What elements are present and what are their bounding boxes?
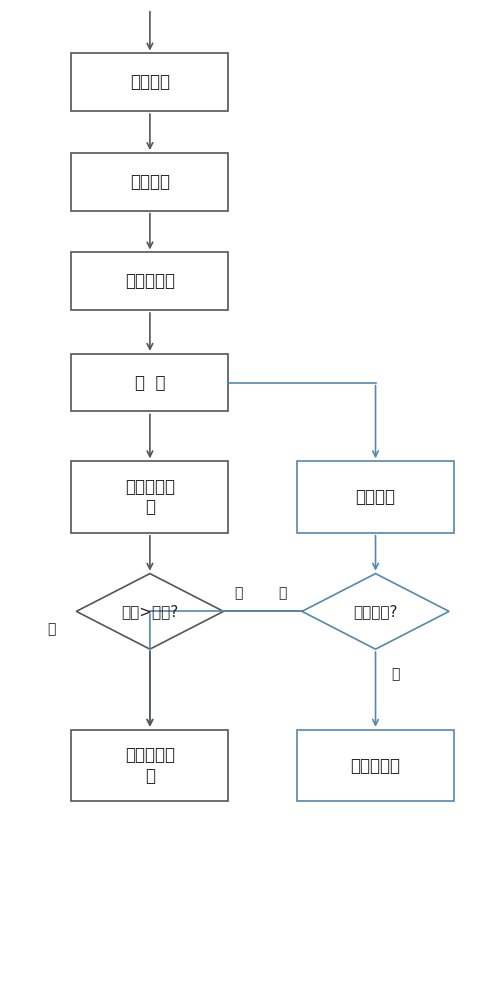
Bar (71, 461, 228, 533)
Text: 聚  类: 聚 类 (134, 374, 165, 392)
Text: 否: 否 (234, 586, 243, 600)
Text: 保存裂纹数
据: 保存裂纹数 据 (125, 746, 175, 785)
Text: 是: 是 (48, 622, 56, 636)
Bar (297, 730, 454, 801)
Polygon shape (302, 574, 449, 649)
Polygon shape (76, 574, 224, 649)
Text: 宽度>阈值?: 宽度>阈值? (122, 604, 179, 619)
Text: 人工干预: 人工干预 (356, 488, 395, 506)
Text: 梯度二值化: 梯度二值化 (125, 272, 175, 290)
Text: 否: 否 (391, 667, 399, 681)
Bar (71, 53, 228, 111)
Bar (297, 461, 454, 533)
Text: 高斯滤波: 高斯滤波 (130, 173, 170, 191)
Bar (71, 354, 228, 411)
Text: 裂纹缺陷?: 裂纹缺陷? (353, 604, 398, 619)
Text: 将数据丢弃: 将数据丢弃 (351, 757, 400, 775)
Text: 边缘检测: 边缘检测 (130, 73, 170, 91)
Bar (71, 730, 228, 801)
Text: 是: 是 (278, 586, 287, 600)
Bar (71, 252, 228, 310)
Bar (71, 153, 228, 211)
Text: 计算裂纹宽
度: 计算裂纹宽 度 (125, 478, 175, 516)
